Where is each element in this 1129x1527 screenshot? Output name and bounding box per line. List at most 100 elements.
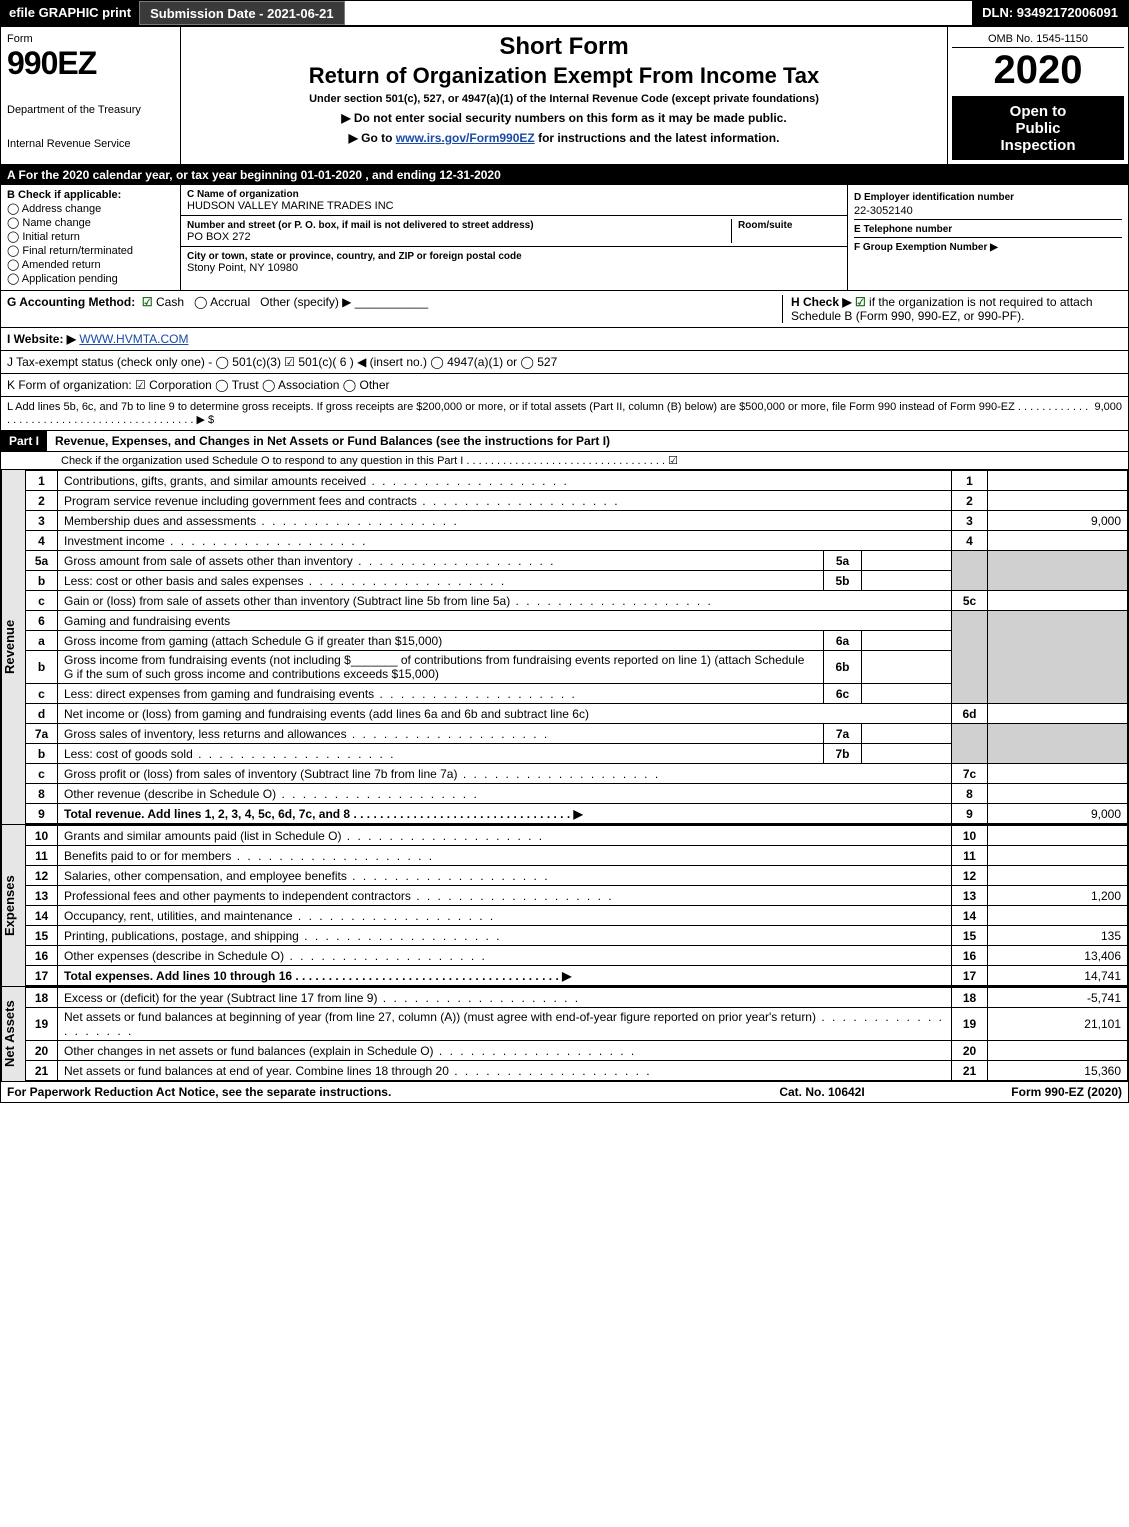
- header-middle: Short Form Return of Organization Exempt…: [181, 27, 948, 164]
- line-desc: Occupancy, rent, utilities, and maintena…: [58, 906, 952, 926]
- col-val: 14,741: [988, 966, 1128, 986]
- block-d-ein: D Employer identification number 22-3052…: [848, 185, 1128, 290]
- col-val: [988, 764, 1128, 784]
- col-val: 1,200: [988, 886, 1128, 906]
- org-info-block: B Check if applicable: ◯ Address change …: [1, 185, 1128, 291]
- addr-label: Number and street (or P. O. box, if mail…: [187, 220, 534, 231]
- line-num: c: [26, 764, 58, 784]
- col-val: [988, 591, 1128, 611]
- checkbox-label: Name change: [22, 217, 91, 229]
- table-row: 4Investment income4: [26, 531, 1128, 551]
- line-num: 19: [26, 1008, 58, 1041]
- footer-catno: Cat. No. 10642I: [722, 1085, 922, 1099]
- line-num: 6: [26, 611, 58, 631]
- col-num: 8: [952, 784, 988, 804]
- table-row: 11Benefits paid to or for members11: [26, 846, 1128, 866]
- line-desc: Printing, publications, postage, and shi…: [58, 926, 952, 946]
- table-row: dNet income or (loss) from gaming and fu…: [26, 704, 1128, 724]
- k-text: K Form of organization: ☑ Corporation ◯ …: [7, 378, 390, 392]
- header-right: OMB No. 1545-1150 2020 Open to Public In…: [948, 27, 1128, 164]
- checkbox-accrual[interactable]: ◯: [194, 295, 207, 309]
- room-label: Room/suite: [738, 220, 792, 231]
- efile-print-button[interactable]: efile GRAPHIC print: [1, 1, 139, 25]
- line-desc: Salaries, other compensation, and employ…: [58, 866, 952, 886]
- netassets-section: Net Assets 18Excess or (deficit) for the…: [1, 987, 1128, 1082]
- sub-num: 6b: [824, 651, 862, 684]
- table-row: cGain or (loss) from sale of assets othe…: [26, 591, 1128, 611]
- line-desc: Total revenue. Add lines 1, 2, 3, 4, 5c,…: [58, 804, 952, 824]
- table-row: 2Program service revenue including gover…: [26, 491, 1128, 511]
- line-num: c: [26, 591, 58, 611]
- checkbox-label: Application pending: [22, 273, 118, 285]
- line-desc: Gross income from fundraising events (no…: [58, 651, 824, 684]
- checkbox-application-pending[interactable]: ◯ Application pending: [7, 272, 174, 285]
- line-desc: Net assets or fund balances at end of ye…: [58, 1061, 952, 1081]
- city-row: City or town, state or province, country…: [181, 247, 847, 277]
- table-row: 14Occupancy, rent, utilities, and mainte…: [26, 906, 1128, 926]
- line-desc: Benefits paid to or for members: [58, 846, 952, 866]
- col-num: 6d: [952, 704, 988, 724]
- line-desc: Less: direct expenses from gaming and fu…: [58, 684, 824, 704]
- line-num: 17: [26, 966, 58, 986]
- col-val: 9,000: [988, 511, 1128, 531]
- checkbox-h-checked[interactable]: ☑: [855, 295, 866, 309]
- checkbox-final-return[interactable]: ◯ Final return/terminated: [7, 244, 174, 257]
- table-row: 8Other revenue (describe in Schedule O)8: [26, 784, 1128, 804]
- checkbox-label: Final return/terminated: [22, 245, 133, 257]
- line-desc: Membership dues and assessments: [58, 511, 952, 531]
- part1-header: Part I Revenue, Expenses, and Changes in…: [1, 431, 1128, 452]
- other-label: Other (specify) ▶: [260, 295, 351, 309]
- submission-date-button[interactable]: Submission Date - 2021-06-21: [139, 1, 345, 25]
- col-num: 10: [952, 826, 988, 846]
- line-desc: Less: cost or other basis and sales expe…: [58, 571, 824, 591]
- col-num: 1: [952, 471, 988, 491]
- open-line1: Open to: [954, 103, 1122, 120]
- col-num: 17: [952, 966, 988, 986]
- col-val: [988, 471, 1128, 491]
- sub-num: 6a: [824, 631, 862, 651]
- dept-irs: Internal Revenue Service: [7, 138, 174, 150]
- line-num: c: [26, 684, 58, 704]
- col-num: 2: [952, 491, 988, 511]
- short-form-title: Short Form: [189, 33, 939, 61]
- form-header: Form 990EZ Department of the Treasury In…: [1, 27, 1128, 165]
- checkbox-cash-checked[interactable]: ☑: [142, 295, 153, 309]
- dln-label: DLN: 93492172006091: [972, 1, 1128, 25]
- sub-val: [862, 551, 952, 571]
- dept-treasury: Department of the Treasury: [7, 104, 174, 116]
- line-num: b: [26, 571, 58, 591]
- total-rev-text: Total revenue. Add lines 1, 2, 3, 4, 5c,…: [64, 807, 583, 821]
- line-desc: Other expenses (describe in Schedule O): [58, 946, 952, 966]
- checkbox-address-change[interactable]: ◯ Address change: [7, 202, 174, 215]
- irs-link[interactable]: www.irs.gov/Form990EZ: [396, 131, 535, 145]
- line-num: 15: [26, 926, 58, 946]
- shade-cell: [952, 551, 988, 591]
- cash-label: Cash: [156, 295, 184, 309]
- omb-number: OMB No. 1545-1150: [952, 31, 1124, 48]
- line-desc: Gaming and fundraising events: [58, 611, 952, 631]
- checkbox-amended[interactable]: ◯ Amended return: [7, 258, 174, 271]
- line-num: 13: [26, 886, 58, 906]
- line-desc: Gain or (loss) from sale of assets other…: [58, 591, 952, 611]
- checkbox-initial-return[interactable]: ◯ Initial return: [7, 230, 174, 243]
- line-num: 20: [26, 1041, 58, 1061]
- checkbox-name-change[interactable]: ◯ Name change: [7, 216, 174, 229]
- line-desc: Net income or (loss) from gaming and fun…: [58, 704, 952, 724]
- i-label: I Website: ▶: [7, 332, 76, 346]
- col-val: -5,741: [988, 988, 1128, 1008]
- sub-num: 5a: [824, 551, 862, 571]
- col-num: 18: [952, 988, 988, 1008]
- desc-part1: Gross income from fundraising events (no…: [64, 653, 351, 667]
- row-k-org-form: K Form of organization: ☑ Corporation ◯ …: [1, 374, 1128, 397]
- sub-num: 6c: [824, 684, 862, 704]
- line-num: 9: [26, 804, 58, 824]
- sub-val: [862, 631, 952, 651]
- line-desc: Less: cost of goods sold: [58, 744, 824, 764]
- col-val: 21,101: [988, 1008, 1128, 1041]
- website-link[interactable]: WWW.HVMTA.COM: [79, 332, 188, 346]
- table-row: 18Excess or (deficit) for the year (Subt…: [26, 988, 1128, 1008]
- table-row: 19Net assets or fund balances at beginni…: [26, 1008, 1128, 1041]
- col-num: 3: [952, 511, 988, 531]
- col-num: 9: [952, 804, 988, 824]
- ein-value: 22-3052140: [854, 205, 1122, 217]
